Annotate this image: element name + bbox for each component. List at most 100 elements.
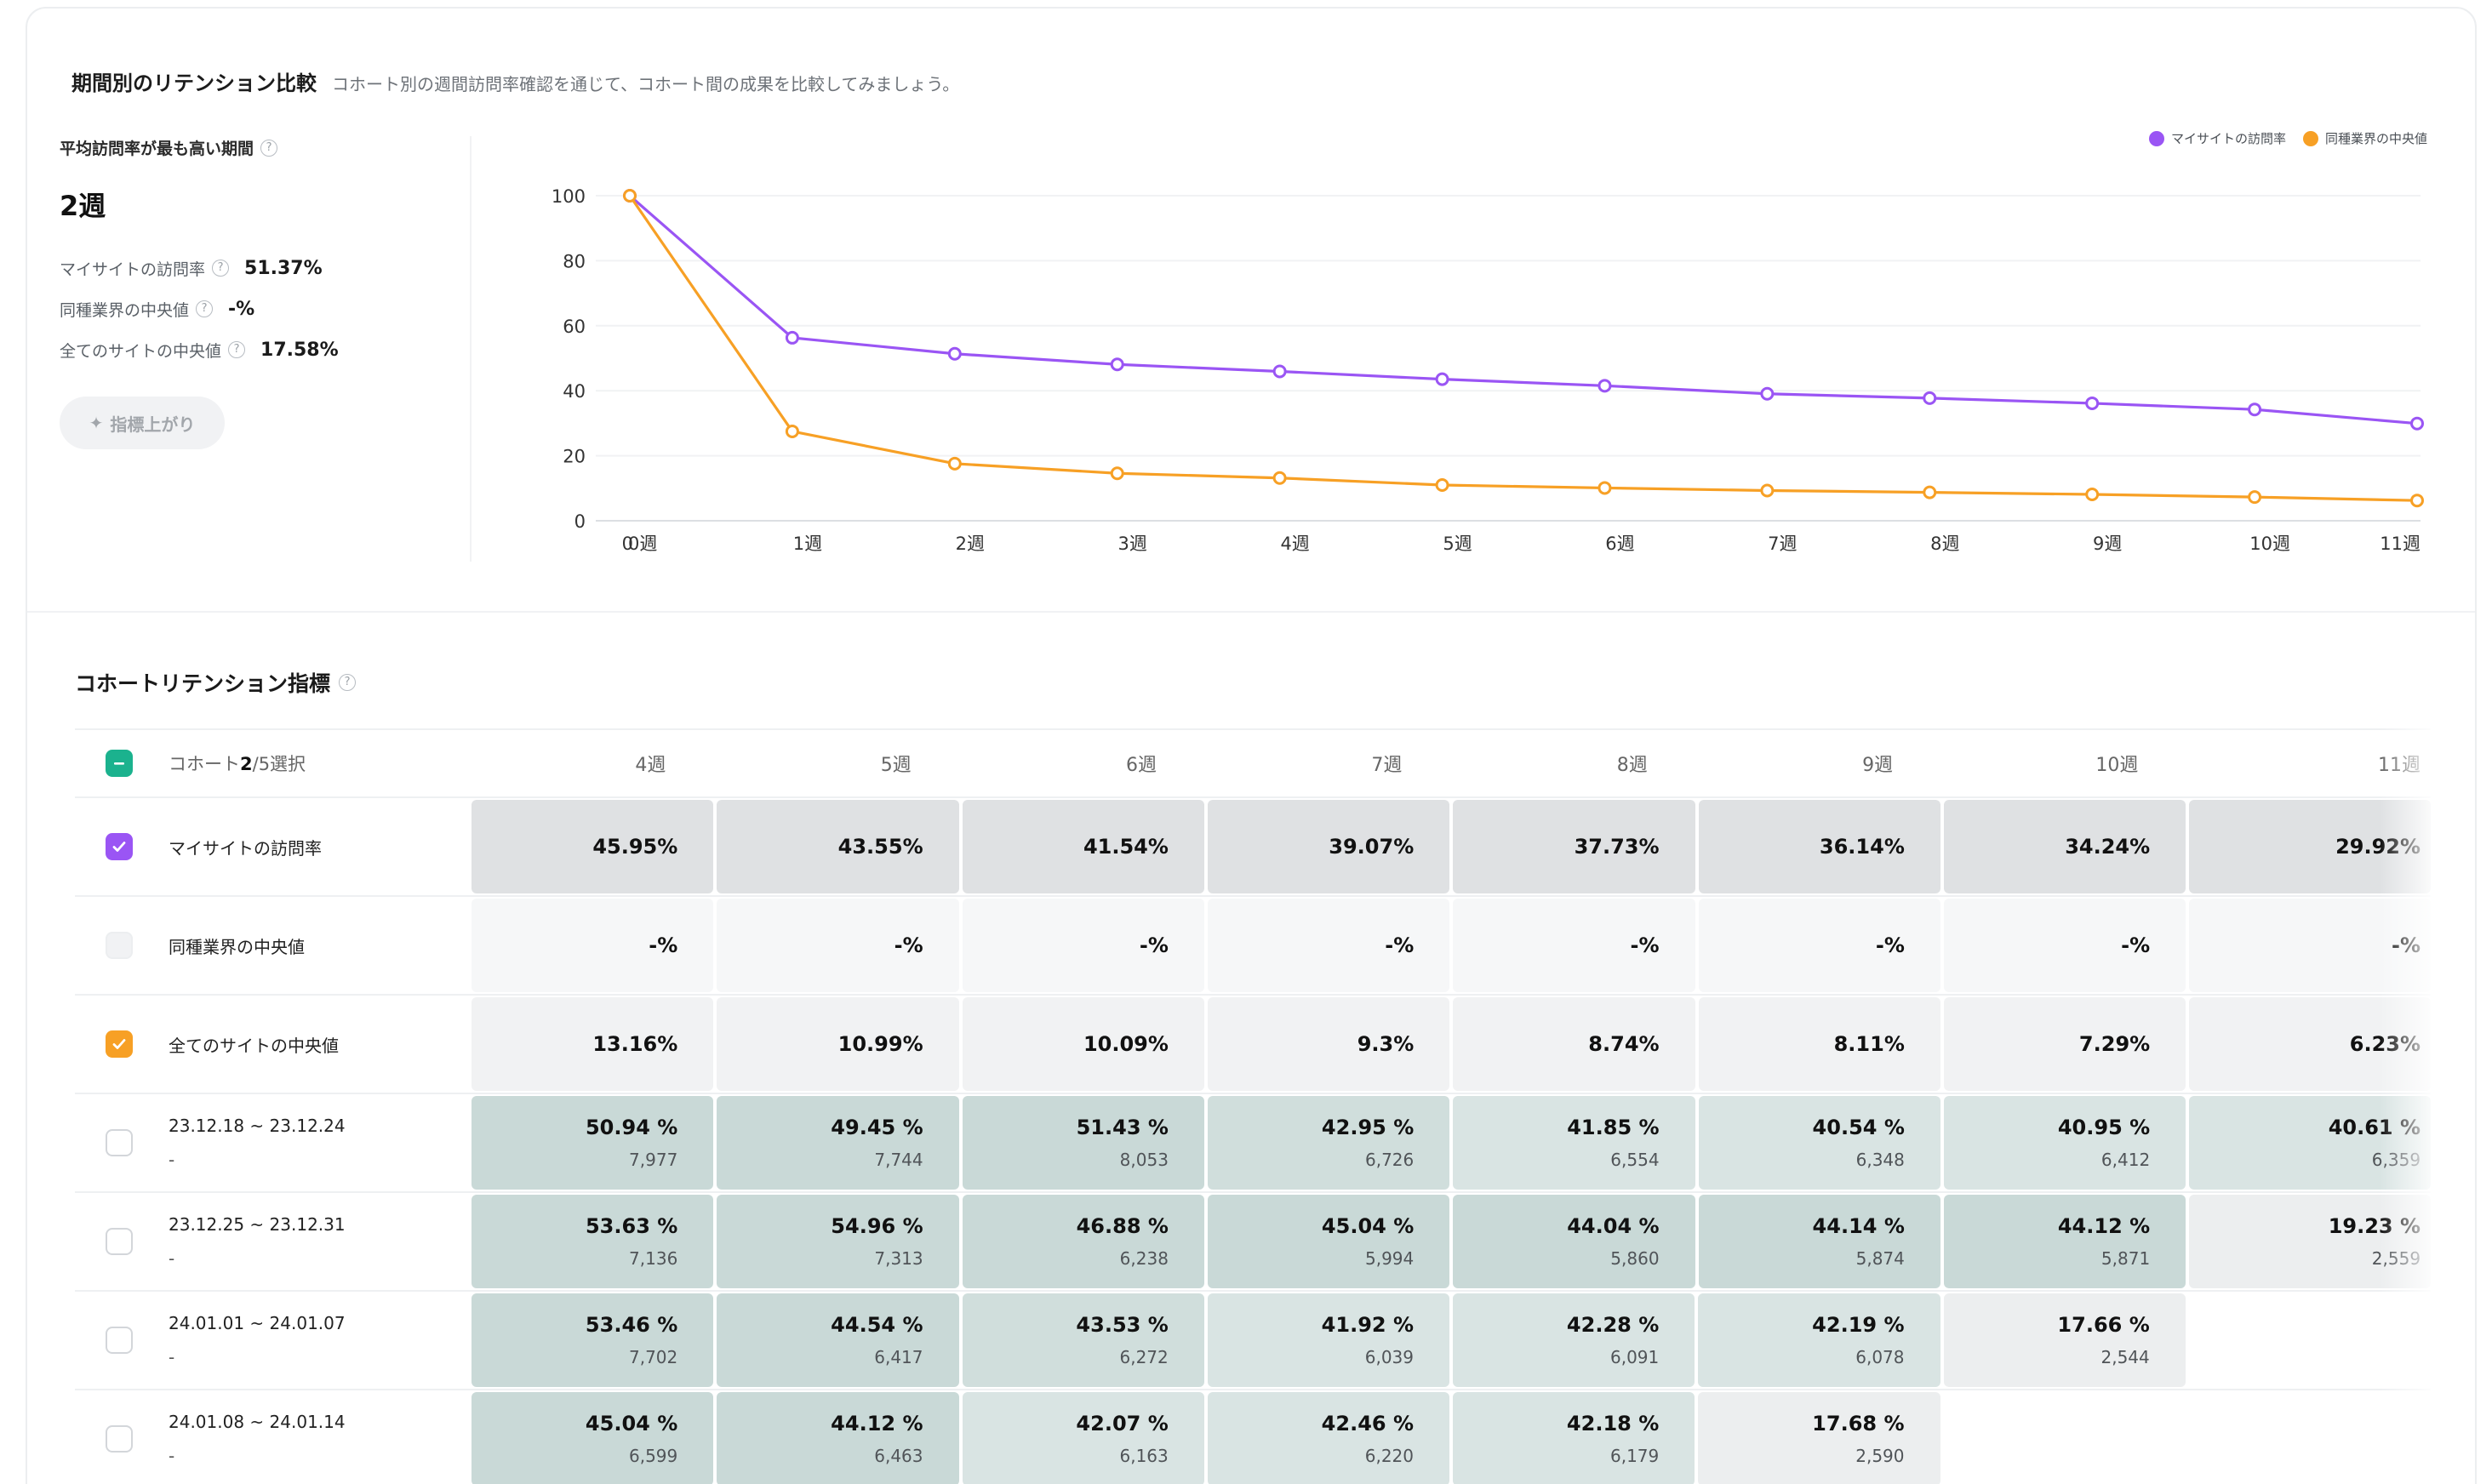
visitor-count: 5,860 [1610, 1248, 1660, 1269]
my-site-point [1760, 386, 1775, 401]
row-checkbox[interactable] [106, 1129, 133, 1156]
value-cell: 9.3% [1207, 997, 1450, 1091]
column-header: 5週 [880, 755, 912, 776]
value-cell: 44.12 % 5,871 [1943, 1195, 2186, 1288]
my-site-point [1272, 364, 1287, 379]
help-icon[interactable]: ? [339, 674, 357, 691]
visitor-count: 5,994 [1364, 1248, 1415, 1269]
value-cell: 41.92 % 6,039 [1207, 1293, 1449, 1387]
stat-value: 17.58% [260, 339, 339, 361]
stat-label: 全てのサイトの中央値 [60, 341, 222, 361]
visitor-count: 5,871 [2100, 1248, 2151, 1269]
cohort-table: コホート2/5選択 4週 5週 6週 7週 8週 9週 10週 11週 マイサイトの訪問率 45… [75, 728, 2432, 1484]
stat-value: -% [228, 298, 255, 320]
retention-percent: 19.23 % [2328, 1214, 2421, 1238]
help-icon[interactable]: ? [212, 260, 230, 277]
retention-percent: 42.95 % [1321, 1116, 1415, 1139]
value-cell: -% [2189, 899, 2432, 992]
legend-item-industry[interactable]: 同種業界の中央値 [2302, 129, 2427, 147]
x-tick-label: 2週 [956, 534, 985, 554]
x-tick-label: 11週 [2380, 534, 2421, 554]
value-cell: 43.53 % 6,272 [962, 1293, 1204, 1387]
industry-point [623, 189, 637, 203]
help-icon[interactable]: ? [260, 139, 278, 157]
value-cell: 45.04 % 5,994 [1207, 1195, 1450, 1288]
row-label-text: 23.12.18 ~ 23.12.24 [169, 1116, 346, 1136]
y-tick-label: 0 [574, 511, 586, 532]
value-cell: 37.73% [1453, 800, 1695, 893]
visitor-count: 7,313 [874, 1248, 923, 1269]
help-icon[interactable]: ? [196, 300, 214, 317]
stat-label: マイサイトの訪問率 [60, 260, 206, 279]
retention-percent: 44.54 % [831, 1313, 923, 1337]
industry-point [1923, 485, 1937, 499]
stat-all-sites: 全てのサイトの中央値 ? 17.58% [60, 329, 468, 370]
insight-button[interactable]: ✦ 指標上がり [60, 397, 225, 449]
peak-label: 平均訪問率が最も高い期間 [60, 140, 254, 158]
row-checkbox[interactable] [106, 833, 133, 860]
row-label: 全てのサイトの中央値 [169, 1032, 339, 1057]
visitor-count: 6,463 [874, 1446, 923, 1466]
visitor-count: 6,163 [1119, 1446, 1169, 1466]
my-site-point [1435, 372, 1449, 386]
column-header: 4週 [635, 755, 666, 776]
value-cell: 53.46 % 7,702 [472, 1293, 714, 1387]
row-checkbox[interactable] [106, 1425, 133, 1453]
visitor-count: 2,544 [2100, 1347, 2150, 1367]
value-cell: 17.66 % 2,544 [1943, 1293, 2186, 1387]
value-cell: 50.94 % 7,977 [472, 1096, 714, 1190]
row-label: 23.12.25 ~ 23.12.31 - [169, 1207, 346, 1276]
value-cell: 42.28 % 6,091 [1453, 1293, 1695, 1387]
retention-percent: 8.74% [1588, 1032, 1660, 1056]
minus-icon [114, 762, 124, 765]
help-icon[interactable]: ? [228, 341, 246, 358]
row-checkbox[interactable] [106, 932, 133, 959]
retention-percent: 17.66 % [2057, 1313, 2150, 1337]
industry-point [2410, 494, 2424, 508]
x-tick-label: 4週 [1280, 534, 1309, 554]
value-cell: 44.12 % 6,463 [717, 1392, 959, 1484]
visitor-count: 6,039 [1364, 1347, 1414, 1367]
value-cell: 54.96 % 7,313 [717, 1195, 959, 1288]
column-header: 7週 [1371, 755, 1403, 776]
peak-label-row: 平均訪問率が最も高い期間 ? [60, 136, 468, 159]
retention-percent: 13.16% [592, 1032, 678, 1056]
visitor-count: 6,078 [1855, 1347, 1905, 1367]
value-cell: 41.54% [962, 800, 1204, 893]
retention-percent: 45.04 % [1321, 1214, 1415, 1238]
table-row: 24.01.01 ~ 24.01.07 - 53.46 % 7,702 44.54 % 6… [75, 1292, 2431, 1390]
my-site-point [1598, 379, 1612, 393]
row-checkbox[interactable] [106, 1327, 133, 1354]
legend-item-my-site[interactable]: マイサイトの訪問率 [2148, 129, 2286, 147]
retention-percent: 37.73% [1574, 835, 1660, 859]
retention-percent: 6.23% [2349, 1032, 2421, 1056]
retention-percent: 45.95% [592, 835, 678, 859]
visitor-count: 5,874 [1855, 1248, 1905, 1269]
row-label-cell: 23.12.18 ~ 23.12.24 - [75, 1094, 470, 1191]
y-tick-label: 40 [563, 381, 586, 402]
select-all-checkbox[interactable] [106, 750, 133, 777]
row-checkbox[interactable] [106, 1228, 133, 1255]
visitor-count: 6,359 [2371, 1150, 2421, 1170]
value-cell: 46.88 % 6,238 [962, 1195, 1204, 1288]
row-label-cell: 全てのサイトの中央値 [75, 996, 470, 1093]
check-icon [112, 1039, 126, 1049]
my-site-point [1923, 391, 1937, 405]
row-label-cell: 24.01.01 ~ 24.01.07 - [75, 1292, 470, 1389]
retention-percent: -% [1385, 933, 1415, 957]
visitor-count: 6,554 [1610, 1150, 1660, 1170]
x-tick-label: 8週 [1930, 534, 1959, 554]
visitor-count: 7,744 [874, 1150, 923, 1170]
industry-point [2085, 488, 2100, 502]
legend-dot-orange [2302, 130, 2318, 146]
sparkle-icon: ✦ [89, 413, 104, 433]
row-checkbox[interactable] [106, 1030, 133, 1058]
x-tick-label: 5週 [1443, 534, 1472, 554]
row-label-text: 同種業界の中央値 [169, 936, 305, 957]
my-site-point [2248, 402, 2262, 417]
stat-label: 同種業界の中央値 [60, 300, 190, 320]
value-cell: 7.29% [1943, 997, 2186, 1091]
value-cell: 51.43 % 8,053 [962, 1096, 1204, 1190]
value-cell: 39.07% [1207, 800, 1450, 893]
retention-percent: 39.07% [1329, 835, 1415, 859]
